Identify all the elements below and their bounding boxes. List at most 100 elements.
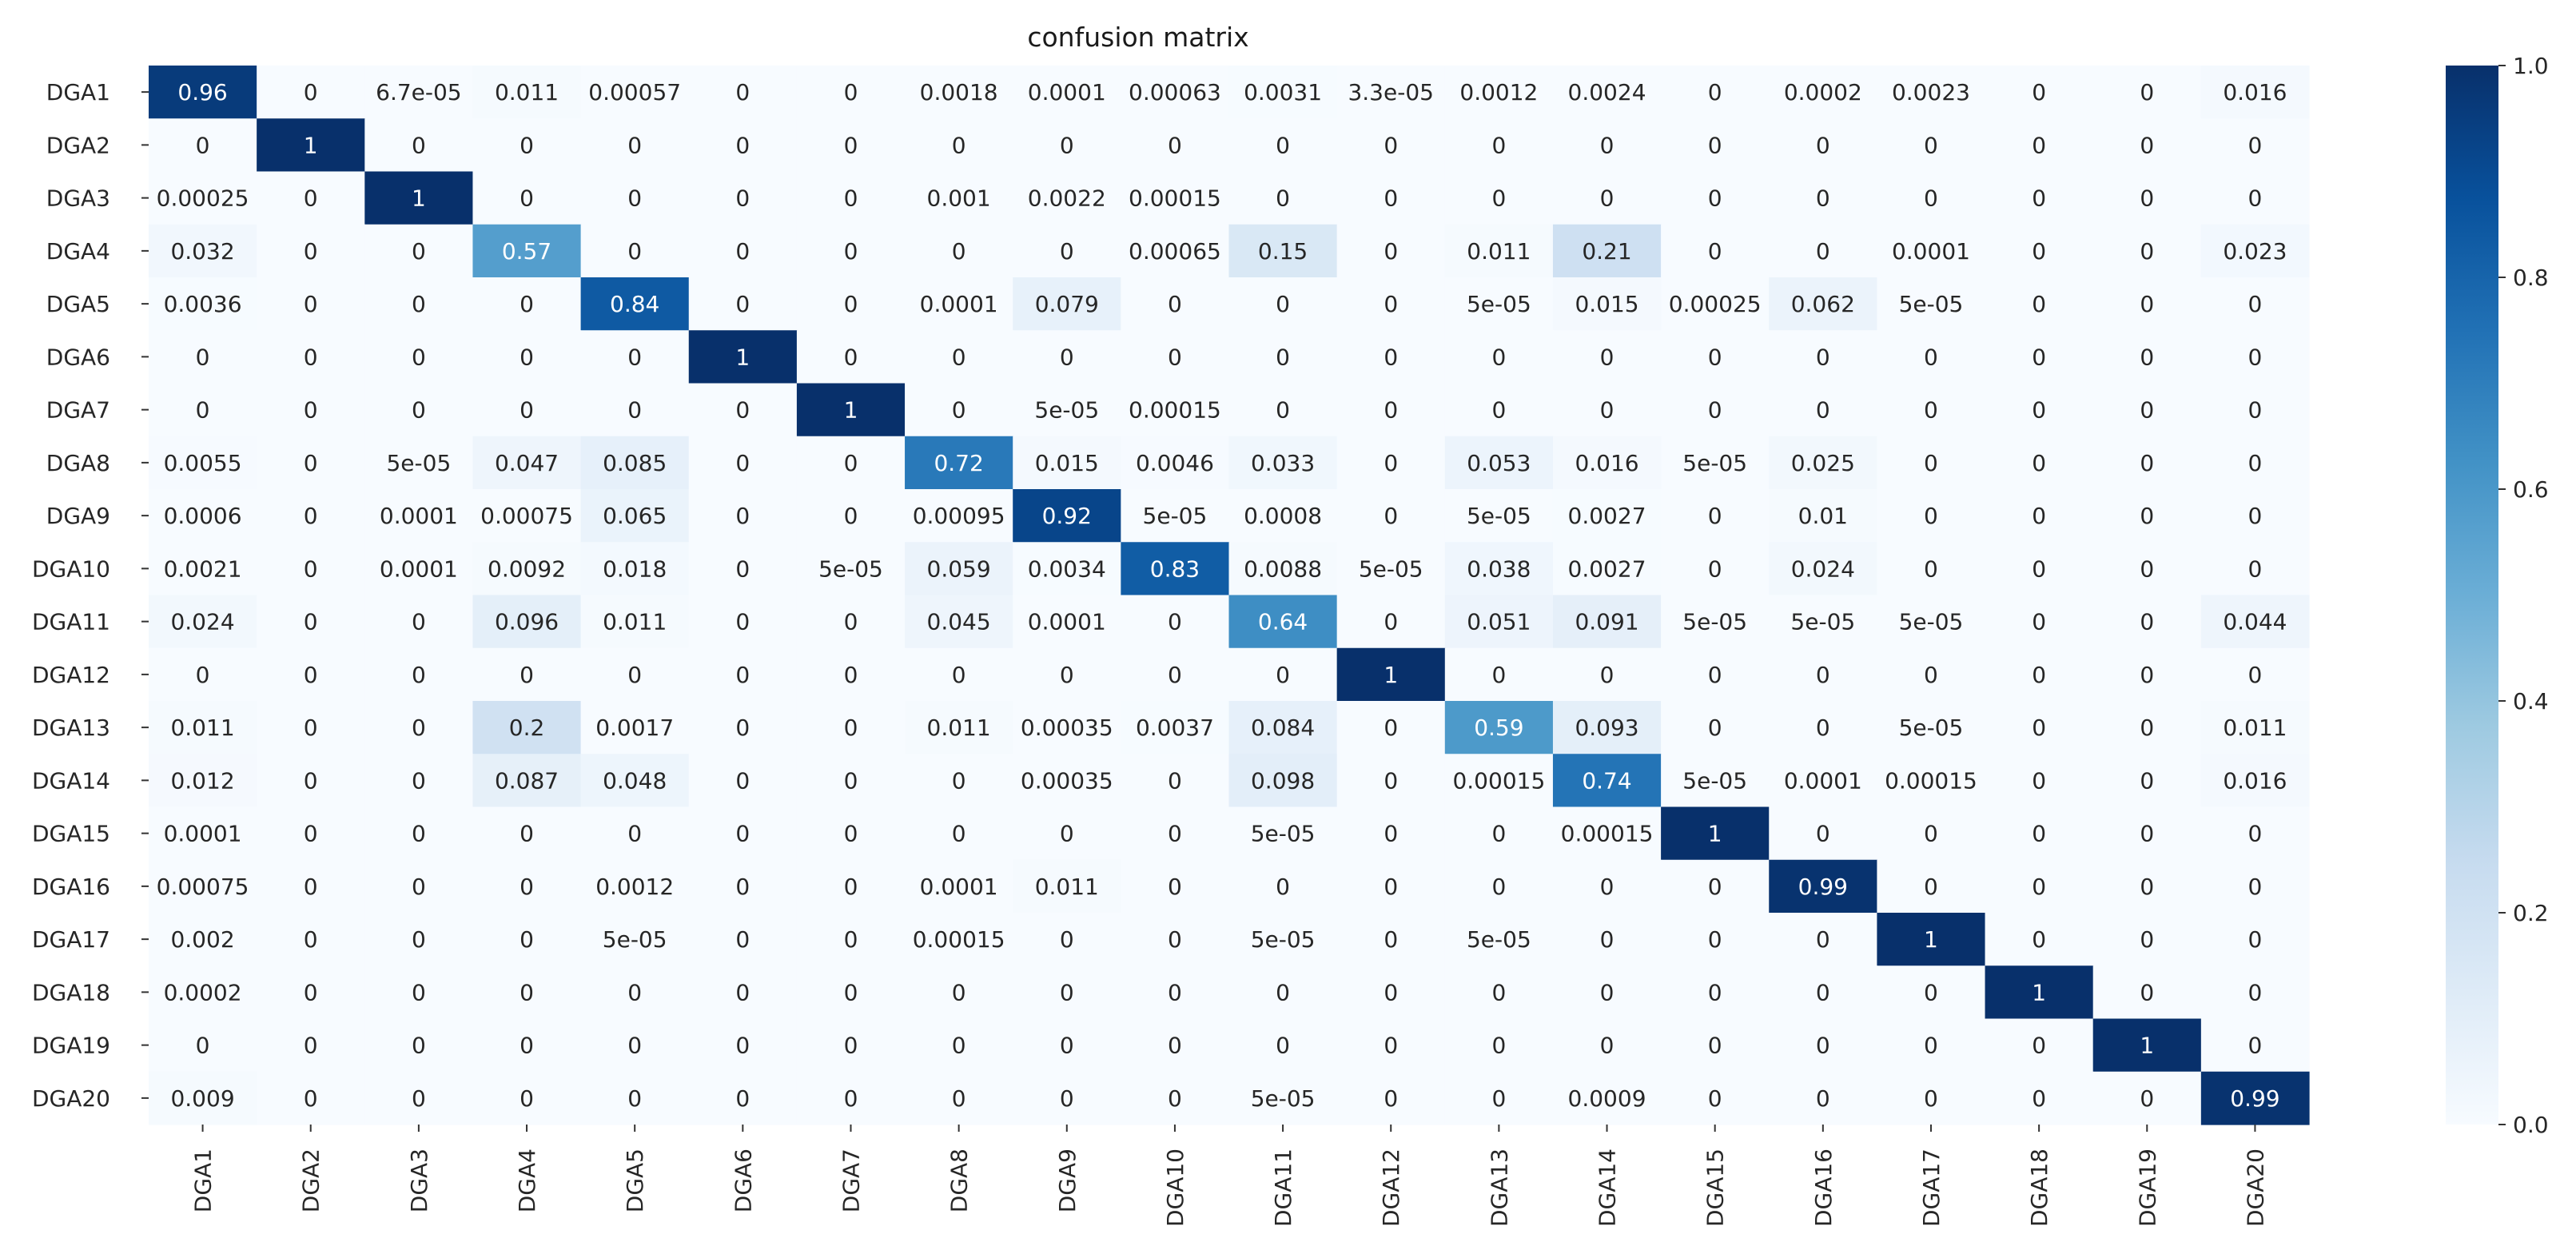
heatmap-cell — [1444, 647, 1554, 702]
cell-value-label: 0 — [735, 821, 750, 847]
heatmap-cell — [1444, 1018, 1554, 1073]
heatmap-cell — [2092, 1071, 2202, 1125]
cell-value-label: 0.0034 — [1028, 555, 1106, 582]
cell-value-label: 0 — [844, 1033, 858, 1059]
cell-value-label: 0 — [1060, 926, 1074, 953]
cell-value-label: 0 — [952, 662, 966, 688]
cell-value-label: 0 — [1384, 291, 1398, 317]
cell-value-label: 0 — [952, 397, 966, 424]
heatmap-cell — [1444, 171, 1554, 225]
heatmap-cell — [2200, 224, 2310, 278]
heatmap-cell — [1877, 965, 1986, 1020]
heatmap-cell — [2092, 595, 2202, 649]
cell-value-label: 0 — [1060, 1033, 1074, 1059]
heatmap-cell — [1444, 66, 1554, 119]
cell-value-label: 0 — [1384, 1033, 1398, 1059]
cell-value-label: 0 — [1816, 821, 1830, 847]
heatmap-cell — [1121, 118, 1230, 173]
heatmap-cell — [1661, 1018, 1770, 1073]
heatmap-cell — [364, 701, 474, 754]
cell-value-label: 5e-05 — [603, 926, 667, 953]
heatmap-cell — [2200, 965, 2310, 1020]
cell-value-label: 0 — [196, 397, 210, 424]
heatmap-cell — [1877, 171, 1986, 225]
row-tick-label: DGA6 — [46, 344, 110, 370]
cell-value-label: 0 — [735, 715, 750, 741]
heatmap-cell — [1444, 330, 1554, 384]
heatmap-cell — [1552, 171, 1662, 225]
column-tick-label: DGA14 — [1595, 1149, 1621, 1227]
heatmap-cell — [2092, 1018, 2202, 1073]
cell-value-label: 0 — [304, 1085, 318, 1112]
heatmap-cell — [257, 913, 365, 966]
cell-value-label: 0.011 — [1467, 238, 1531, 265]
cell-value-label: 0.83 — [1150, 555, 1200, 582]
heatmap-cell — [472, 383, 582, 437]
cell-value-label: 0 — [1384, 926, 1398, 953]
heatmap-cell — [905, 859, 1013, 914]
heatmap-cell — [2092, 436, 2202, 490]
cell-value-label: 0 — [2140, 291, 2154, 317]
cell-value-label: 0 — [304, 555, 318, 582]
cell-value-label: 0 — [1384, 609, 1398, 635]
heatmap-cell — [149, 489, 257, 543]
cell-value-label: 0.018 — [603, 555, 667, 582]
heatmap-cell — [580, 330, 690, 384]
heatmap-cell — [1552, 859, 1662, 914]
cell-value-label: 0 — [735, 926, 750, 953]
cell-value-label: 0 — [520, 662, 534, 688]
cell-value-label: 0.059 — [927, 555, 991, 582]
column-tick-label: DGA8 — [946, 1149, 973, 1212]
heatmap-cell — [1769, 806, 1877, 861]
cell-value-label: 0.011 — [495, 79, 559, 105]
heatmap-cell — [796, 489, 906, 543]
cell-value-label: 0 — [1708, 238, 1722, 265]
cell-value-label: 0 — [735, 291, 750, 317]
heatmap-cell — [1769, 542, 1877, 596]
row-tick-label: DGA16 — [32, 874, 110, 900]
heatmap-cell — [1552, 118, 1662, 173]
heatmap-cell — [796, 754, 906, 808]
cell-value-label: 0 — [412, 609, 426, 635]
heatmap-cell — [688, 965, 798, 1020]
heatmap-cell — [1228, 647, 1338, 702]
cell-value-label: 0 — [735, 874, 750, 900]
heatmap-cell — [2092, 118, 2202, 173]
cell-value-label: 0 — [2248, 450, 2263, 476]
chart-title: confusion matrix — [1027, 22, 1248, 53]
heatmap-cell — [1228, 277, 1338, 331]
cell-value-label: 0.015 — [1575, 291, 1638, 317]
heatmap-cell — [1228, 913, 1338, 966]
heatmap-cell — [1985, 224, 2094, 278]
cell-value-label: 1 — [304, 132, 318, 158]
row-tick-label: DGA7 — [46, 397, 110, 424]
cell-value-label: 0 — [952, 821, 966, 847]
cell-value-label: 0 — [1491, 1085, 1506, 1112]
heatmap-cell — [905, 66, 1013, 119]
cell-value-label: 0 — [2248, 291, 2263, 317]
heatmap-cell — [1013, 647, 1121, 702]
cell-value-label: 0 — [1384, 185, 1398, 212]
heatmap-cell — [1121, 965, 1230, 1020]
cell-value-label: 0 — [1168, 979, 1182, 1005]
cell-value-label: 0 — [952, 767, 966, 794]
heatmap-cell — [1013, 66, 1121, 119]
heatmap-cell — [1661, 436, 1770, 490]
heatmap-cell — [1336, 66, 1446, 119]
cell-value-label: 0 — [1168, 344, 1182, 370]
cell-value-label: 0 — [1924, 874, 1938, 900]
heatmap-cell — [905, 542, 1013, 596]
cell-value-label: 0 — [196, 344, 210, 370]
cell-value-label: 0 — [304, 291, 318, 317]
heatmap-cell — [2200, 489, 2310, 543]
heatmap-cell — [1228, 330, 1338, 384]
heatmap-cell — [2200, 436, 2310, 490]
cell-value-label: 0 — [1816, 132, 1830, 158]
heatmap-cell — [2092, 965, 2202, 1020]
heatmap-cell — [1985, 436, 2094, 490]
cell-value-label: 0 — [844, 291, 858, 317]
cell-value-label: 0 — [735, 79, 750, 105]
cell-value-label: 0 — [1708, 926, 1722, 953]
cell-value-label: 0 — [844, 715, 858, 741]
heatmap-cell — [796, 277, 906, 331]
